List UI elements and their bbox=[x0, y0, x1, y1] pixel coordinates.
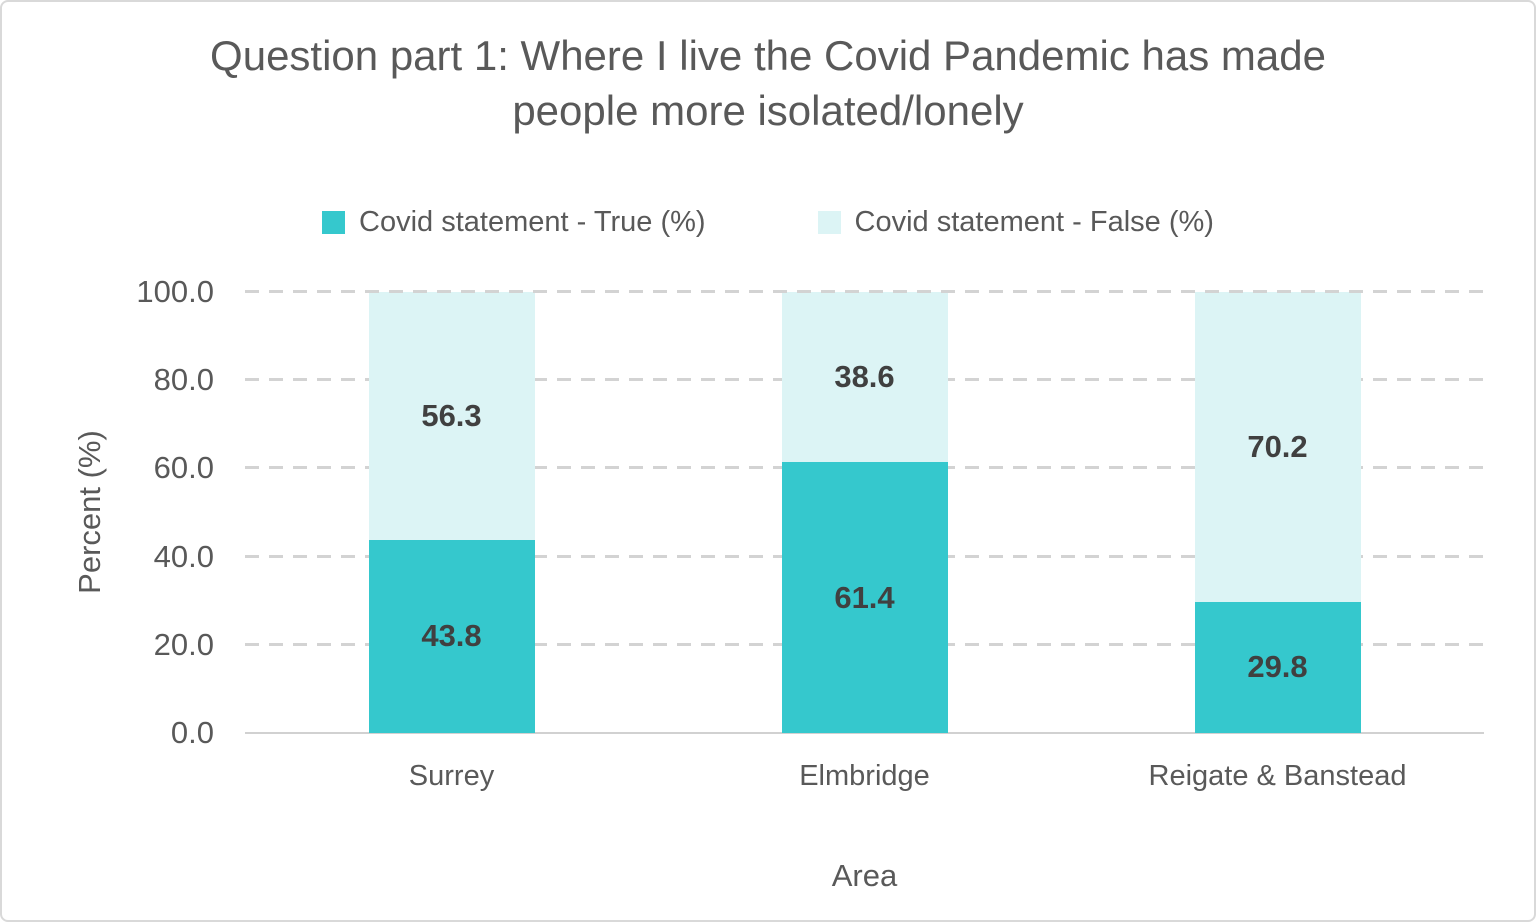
y-tick-label: 100.0 bbox=[136, 274, 214, 309]
gridline bbox=[245, 290, 1484, 293]
bar-segment: 43.8 bbox=[368, 539, 535, 733]
data-label: 61.4 bbox=[834, 579, 895, 615]
bar-segment: 61.4 bbox=[781, 462, 948, 733]
legend-swatch-true-icon bbox=[322, 211, 346, 234]
legend-item-false: Covid statement - False (%) bbox=[817, 206, 1214, 239]
y-tick-label: 40.0 bbox=[153, 538, 214, 574]
x-tick-label: Surrey bbox=[408, 760, 495, 792]
bars: 43.8 56.3 61.4 38.6 29.8 70.2 bbox=[245, 292, 1484, 733]
y-tick-label: 80.0 bbox=[153, 362, 214, 398]
bar-segment: 56.3 bbox=[368, 292, 535, 540]
data-label: 70.2 bbox=[1247, 428, 1308, 464]
bar-segment: 29.8 bbox=[1194, 601, 1361, 733]
stacked-bar-surrey: 43.8 56.3 bbox=[368, 292, 535, 733]
data-label: 43.8 bbox=[421, 618, 482, 654]
gridline bbox=[245, 732, 1484, 734]
legend-label-true: Covid statement - True (%) bbox=[359, 206, 706, 238]
legend-item-true: Covid statement - True (%) bbox=[322, 206, 706, 239]
bar-slot: 29.8 70.2 bbox=[1071, 292, 1484, 733]
x-axis-labels: Surrey Elmbridge Reigate & Banstead bbox=[245, 760, 1484, 793]
bar-slot: 43.8 56.3 bbox=[245, 292, 658, 733]
chart-title: Question part 1: Where I live the Covid … bbox=[210, 32, 1326, 135]
bar-slot: 61.4 38.6 bbox=[658, 292, 1071, 733]
y-axis-labels: 100.0 80.0 60.0 40.0 20.0 0.0 bbox=[2, 274, 214, 750]
bar-segment: 70.2 bbox=[1194, 292, 1361, 602]
legend: Covid statement - True (%) Covid stateme… bbox=[2, 206, 1534, 239]
x-tick-label: Elmbridge bbox=[799, 760, 930, 792]
y-tick-label: 0.0 bbox=[170, 715, 214, 750]
plot-area: 43.8 56.3 61.4 38.6 29.8 70.2 bbox=[245, 290, 1484, 734]
y-tick-label: 60.0 bbox=[153, 450, 214, 486]
data-label: 38.6 bbox=[834, 359, 895, 395]
x-tick-label: Reigate & Banstead bbox=[1148, 760, 1407, 792]
bar-segment: 38.6 bbox=[781, 292, 948, 463]
stacked-bar-reigate-banstead: 29.8 70.2 bbox=[1194, 292, 1361, 733]
data-label: 29.8 bbox=[1247, 649, 1308, 685]
stacked-bar-elmbridge: 61.4 38.6 bbox=[781, 292, 948, 733]
y-tick-label: 20.0 bbox=[153, 626, 214, 662]
legend-swatch-false-icon bbox=[817, 211, 841, 234]
data-label: 56.3 bbox=[421, 397, 482, 433]
x-axis-title: Area bbox=[831, 858, 898, 893]
legend-label-false: Covid statement - False (%) bbox=[854, 206, 1214, 238]
